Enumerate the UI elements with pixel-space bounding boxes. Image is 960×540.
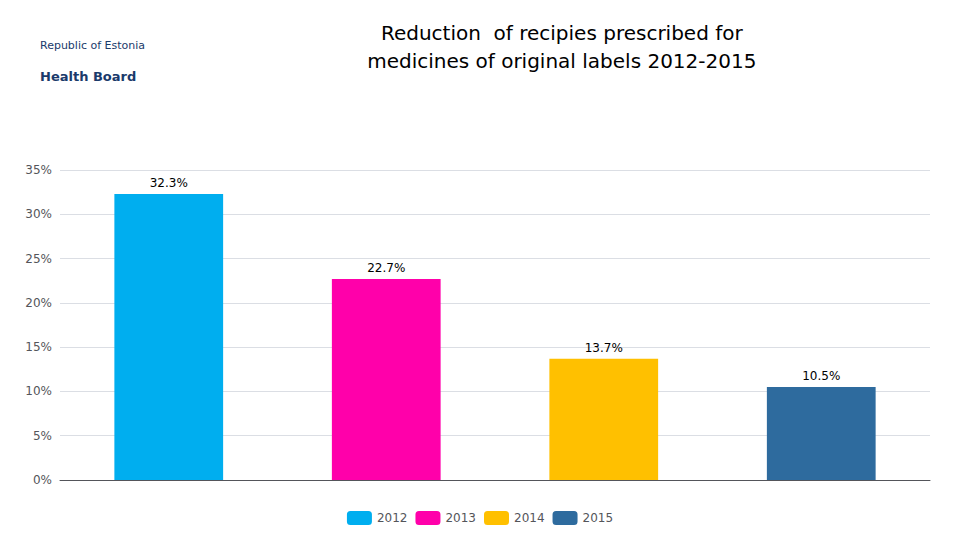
svg-text:Republic of Estonia: Republic of Estonia [40, 39, 145, 52]
svg-text:2015: 2015 [583, 511, 614, 525]
svg-text:medicines of original labels 2: medicines of original labels 2012-2015 [367, 49, 756, 73]
svg-text:32.3%: 32.3% [150, 176, 188, 190]
svg-text:Health Board: Health Board [40, 69, 136, 84]
svg-text:15%: 15% [25, 340, 52, 354]
svg-text:13.7%: 13.7% [585, 341, 623, 355]
svg-text:2013: 2013 [445, 511, 476, 525]
svg-text:0%: 0% [33, 473, 52, 487]
svg-text:22.7%: 22.7% [367, 261, 405, 275]
svg-text:2012: 2012 [377, 511, 408, 525]
svg-text:Reduction of recipies prescri: Reduction of recipies prescribed for [381, 21, 744, 45]
svg-text:10.5%: 10.5% [802, 369, 840, 383]
svg-text:35%: 35% [25, 163, 52, 177]
svg-text:20%: 20% [25, 296, 52, 310]
svg-text:30%: 30% [25, 207, 52, 221]
svg-text:5%: 5% [33, 429, 52, 443]
svg-text:2014: 2014 [514, 511, 545, 525]
svg-text:25%: 25% [25, 252, 52, 266]
svg-text:10%: 10% [25, 384, 52, 398]
